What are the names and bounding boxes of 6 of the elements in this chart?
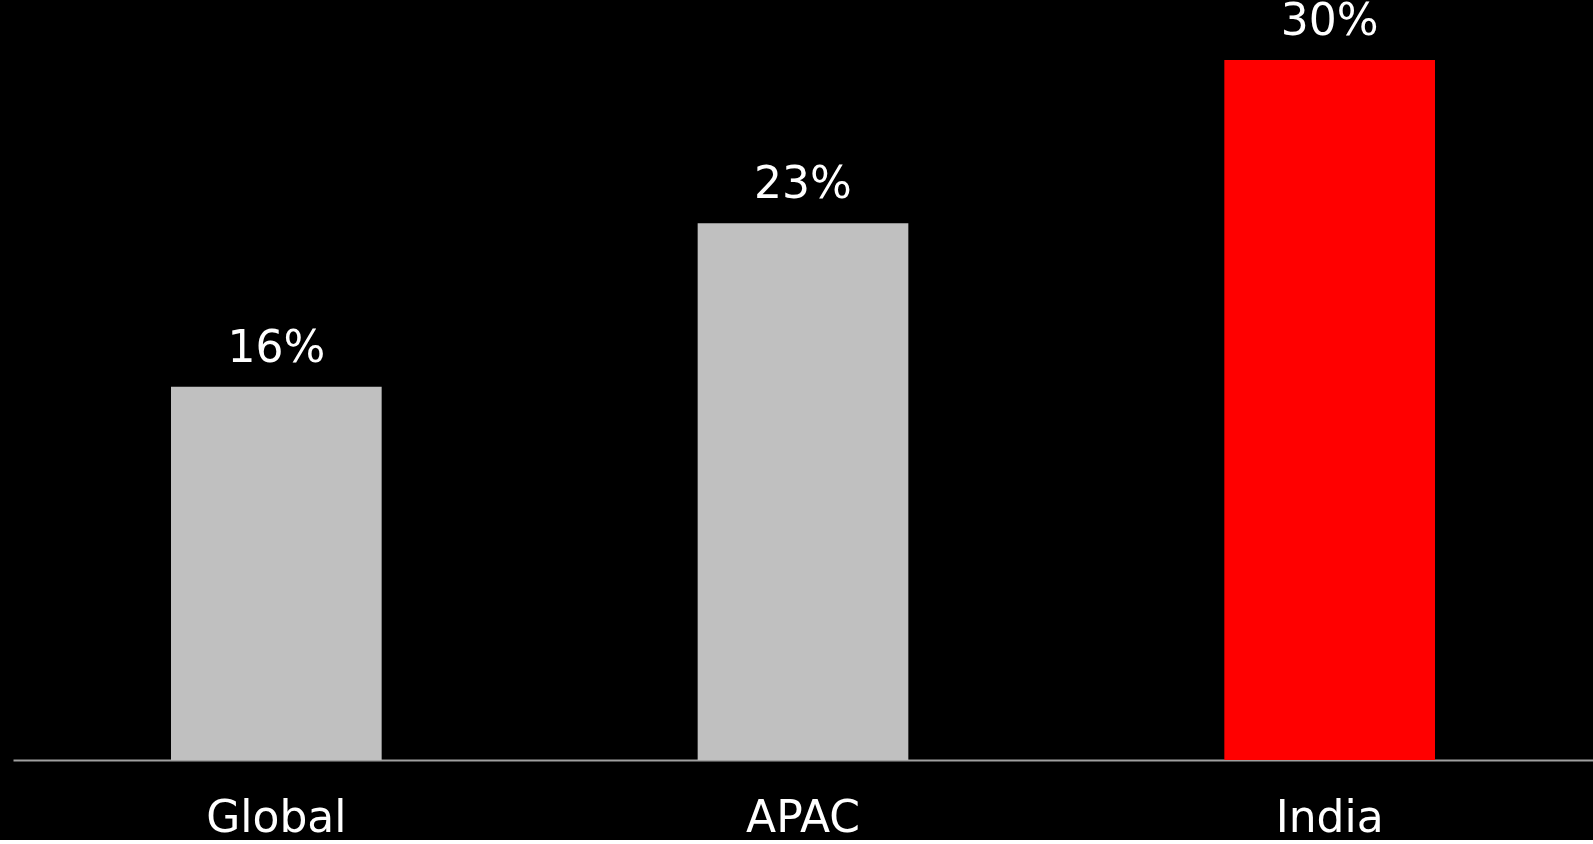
data-label: 16% <box>227 320 326 372</box>
x-tick-label: APAC <box>746 790 860 842</box>
x-tick-label: India <box>1275 790 1384 842</box>
x-tick-label: Global <box>206 790 347 842</box>
data-label: 23% <box>754 157 852 209</box>
data-label: 30% <box>1280 0 1379 45</box>
